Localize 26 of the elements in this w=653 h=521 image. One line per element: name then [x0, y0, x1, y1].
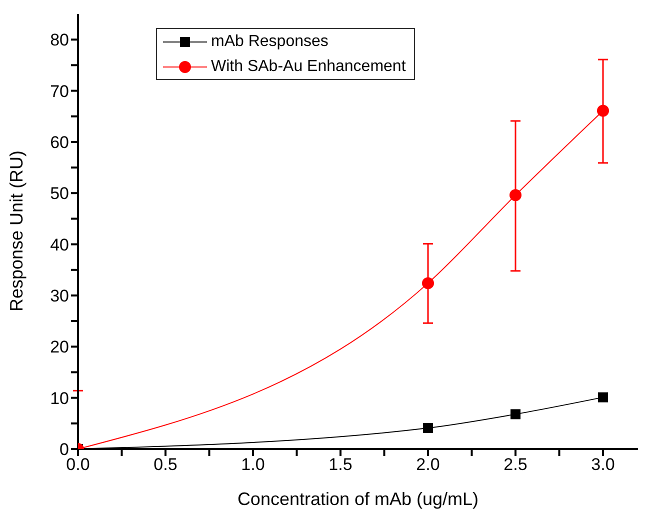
y-axis-title: Response Unit (RU)	[6, 150, 26, 312]
x-tick-label: 1.5	[328, 455, 352, 474]
y-tick-label: 70	[50, 82, 69, 101]
point	[510, 409, 520, 420]
x-tick-label: 2.5	[504, 455, 528, 474]
legend-label: mAb Responses	[211, 32, 328, 52]
x-tick-label: 0.0	[66, 455, 90, 474]
point	[510, 189, 522, 202]
point	[423, 423, 433, 434]
x-tick-label: 1.0	[241, 455, 265, 474]
x-axis-title: Concentration of mAb (ug/mL)	[237, 489, 479, 509]
x-tick-label: 3.0	[591, 455, 615, 474]
point	[597, 104, 609, 117]
y-tick-label: 20	[50, 338, 69, 357]
x-tick-label: 0.5	[154, 455, 178, 474]
legend-label: With SAb-Au Enhancement	[211, 57, 406, 77]
point	[422, 277, 434, 290]
y-tick-label: 10	[50, 388, 69, 408]
y-tick-label: 80	[50, 30, 69, 50]
point	[598, 392, 608, 402]
x-tick-label: 2.0	[416, 455, 440, 474]
y-tick-label: 40	[50, 235, 69, 254]
y-tick-label: 30	[50, 286, 69, 306]
y-tick-label: 60	[50, 132, 69, 152]
y-tick-label: 50	[50, 184, 69, 204]
y-tick-label: 0	[60, 440, 69, 460]
